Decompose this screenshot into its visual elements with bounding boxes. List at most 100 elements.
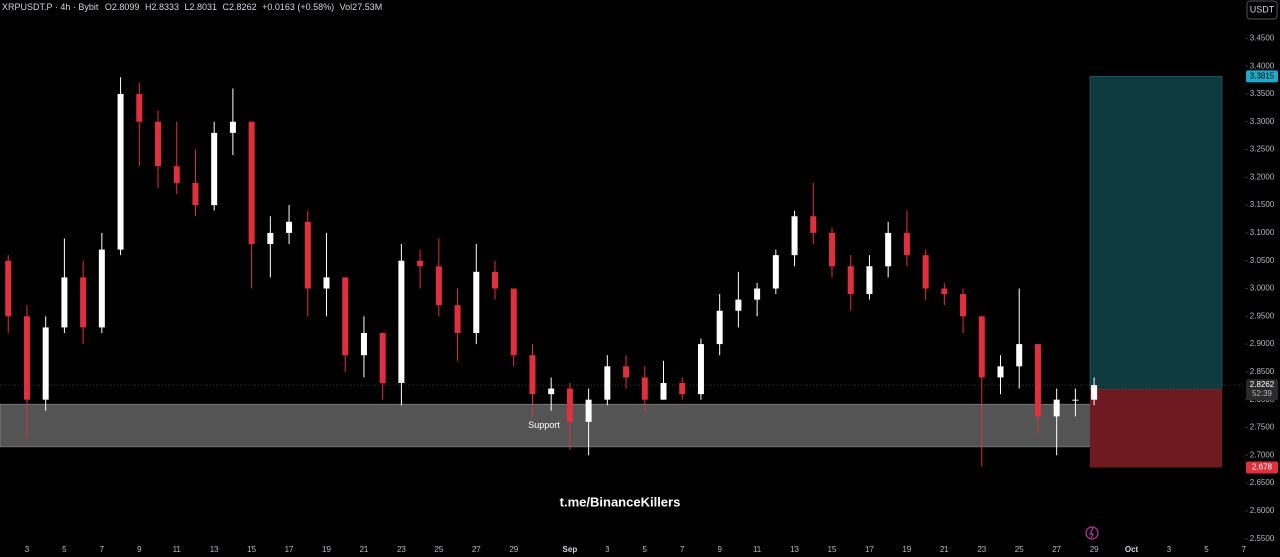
candle-body xyxy=(885,232,892,267)
candle-body xyxy=(529,355,536,395)
y-tick-label: 3.1500 xyxy=(1250,200,1275,209)
candle-body xyxy=(978,316,985,378)
open: O2.8099 xyxy=(105,2,140,12)
alert-icon[interactable] xyxy=(1085,526,1099,540)
price-badge-label: 3.3815 xyxy=(1250,72,1275,81)
x-tick-label: 11 xyxy=(173,545,182,554)
candle-body xyxy=(903,232,910,256)
high: H2.8333 xyxy=(145,2,179,12)
y-tick-label: 2.7500 xyxy=(1250,423,1275,432)
candle-body xyxy=(454,305,461,333)
change: +0.0163 (+0.58%) xyxy=(262,2,334,12)
y-tick-label: 3.4000 xyxy=(1250,61,1275,70)
candle-body xyxy=(5,260,12,317)
candle-body xyxy=(473,271,480,333)
target-zone xyxy=(1089,76,1223,390)
currency[interactable]: USDT xyxy=(1250,4,1275,14)
x-tick-label: 7 xyxy=(100,545,105,554)
candle-body xyxy=(42,327,49,400)
support-zone xyxy=(0,403,1111,448)
last-price-badge xyxy=(1246,379,1278,401)
y-tick-label: 3.2000 xyxy=(1250,172,1275,181)
candle-body xyxy=(810,216,817,233)
candle-body xyxy=(679,383,686,395)
price-badge-label: 2.678 xyxy=(1252,463,1273,472)
candle-body xyxy=(173,166,180,183)
close: C2.8262 xyxy=(223,2,257,12)
candle-body xyxy=(492,271,499,289)
price-badge xyxy=(1246,461,1278,474)
candle-body xyxy=(117,93,124,250)
candle-body xyxy=(61,277,68,328)
candle-body xyxy=(847,266,854,295)
candle-body xyxy=(772,255,779,289)
y-tick-label: 3.0000 xyxy=(1250,284,1275,293)
x-tick-label: Sep xyxy=(563,545,578,554)
y-tick-label: 2.6000 xyxy=(1250,506,1275,515)
candle-body xyxy=(248,121,255,245)
candle-body xyxy=(435,266,442,306)
candle-body xyxy=(211,132,218,206)
x-tick-label: 19 xyxy=(322,545,331,554)
x-tick-label: 27 xyxy=(1052,545,1061,554)
candle-body xyxy=(997,366,1004,378)
x-tick-label: 13 xyxy=(790,545,799,554)
candle-body xyxy=(136,93,143,122)
volume: Vol27.53M xyxy=(340,2,383,12)
candle-body xyxy=(98,249,105,328)
candle-body xyxy=(229,121,236,133)
x-tick-label: 15 xyxy=(828,545,837,554)
candle-body xyxy=(304,221,311,289)
y-tick-label: 3.2500 xyxy=(1250,145,1275,154)
y-tick-label: 3.3000 xyxy=(1250,117,1275,126)
x-tick-label: 13 xyxy=(210,545,219,554)
candle-body xyxy=(323,277,330,289)
last-price-label: 2.8262 xyxy=(1250,380,1275,389)
x-tick-label: 9 xyxy=(137,545,142,554)
x-tick-label: 17 xyxy=(865,545,874,554)
y-tick-label: 3.1000 xyxy=(1250,228,1275,237)
candle-body xyxy=(641,377,648,400)
candle-body xyxy=(1034,344,1041,417)
x-tick-label: 25 xyxy=(1015,545,1024,554)
candle-body xyxy=(697,344,704,395)
y-tick-label: 2.6500 xyxy=(1250,478,1275,487)
candle-body xyxy=(192,182,199,206)
x-tick-label: 19 xyxy=(902,545,911,554)
candle-body xyxy=(267,232,274,245)
candle-body xyxy=(941,288,948,295)
candle-body xyxy=(660,383,667,400)
candle-body xyxy=(155,121,162,167)
candle-body xyxy=(623,366,630,378)
candle-body xyxy=(342,277,349,356)
candle-body xyxy=(866,266,873,295)
alert-icon-bolt xyxy=(1089,527,1094,539)
y-tick-label: 2.5500 xyxy=(1250,534,1275,543)
countdown: 52:39 xyxy=(1252,389,1273,398)
candle-body xyxy=(398,260,405,384)
x-tick-label: 25 xyxy=(434,545,443,554)
candle-body xyxy=(716,310,723,345)
x-tick-label: 3 xyxy=(1167,545,1172,554)
x-tick-label: 5 xyxy=(62,545,67,554)
x-tick-label: 3 xyxy=(605,545,610,554)
plot: Support xyxy=(0,76,1245,468)
candle-body xyxy=(417,260,424,267)
candle-body xyxy=(754,288,761,300)
y-tick-label: 2.9000 xyxy=(1250,339,1275,348)
y-tick-label: 3.4500 xyxy=(1250,33,1275,42)
x-tick-label: 5 xyxy=(1204,545,1209,554)
x-tick-label: 23 xyxy=(977,545,986,554)
x-tick-label: 7 xyxy=(680,545,685,554)
x-tick-label: 27 xyxy=(472,545,481,554)
x-tick-label: 7 xyxy=(1242,545,1247,554)
candle-body xyxy=(1016,344,1023,367)
candle-body xyxy=(360,332,367,356)
stop-zone xyxy=(1090,389,1222,468)
support-label: Support xyxy=(528,420,560,430)
symbol: XRPUSDT.P · 4h · Bybit xyxy=(2,2,99,12)
x-tick-label: 21 xyxy=(359,545,368,554)
currency-button[interactable] xyxy=(1246,0,1278,20)
